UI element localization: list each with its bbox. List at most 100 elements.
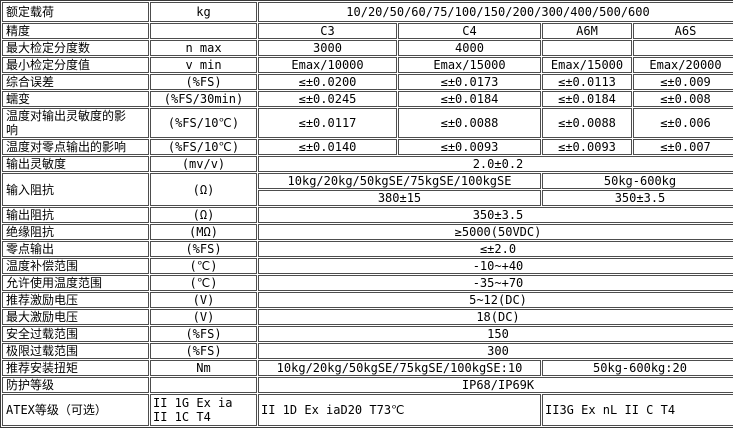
min-interval-a6m: Emax/15000	[542, 57, 632, 73]
ingress-protection-unit	[150, 377, 257, 393]
row-temp-effect-zero: 温度对零点输出的影响 (%FS/10℃) ≤±0.0140 ≤±0.0093 ≤…	[2, 139, 733, 155]
input-impedance-range-large: 50kg-600kg	[542, 173, 733, 189]
combined-error-label: 综合误差	[2, 74, 149, 90]
max-intervals-a6m	[542, 40, 632, 56]
safe-overload-value: 150	[258, 326, 733, 342]
accuracy-class-unit	[150, 23, 257, 39]
row-temp-effect-sensitivity: 温度对输出灵敏度的影响 (%FS/10℃) ≤±0.0117 ≤±0.0088 …	[2, 108, 733, 138]
max-intervals-label: 最大检定分度数	[2, 40, 149, 56]
input-impedance-value-small: 380±15	[258, 190, 541, 206]
insulation-resistance-unit: (MΩ)	[150, 224, 257, 240]
operating-temp-value: -35~+70	[258, 275, 733, 291]
temp-effect-sensitivity-a6m: ≤±0.0088	[542, 108, 632, 138]
max-intervals-a6s	[633, 40, 733, 56]
zero-output-unit: (%FS)	[150, 241, 257, 257]
max-intervals-c4: 4000	[398, 40, 541, 56]
output-sensitivity-unit: (mv/v)	[150, 156, 257, 172]
row-operating-temp-range: 允许使用温度范围 (℃) -35~+70	[2, 275, 733, 291]
row-recommended-excitation: 推荐激励电压 (V) 5~12(DC)	[2, 292, 733, 308]
row-insulation-resistance: 绝缘阻抗 (MΩ) ≥5000(50VDC)	[2, 224, 733, 240]
mounting-torque-label: 推荐安装扭矩	[2, 360, 149, 376]
output-impedance-label: 输出阻抗	[2, 207, 149, 223]
temp-effect-sensitivity-c4: ≤±0.0088	[398, 108, 541, 138]
max-excitation-label: 最大激励电压	[2, 309, 149, 325]
atex-rating-label: ATEX等级（可选）	[2, 394, 149, 426]
mounting-torque-large: 50kg-600kg:20	[542, 360, 733, 376]
combined-error-a6m: ≤±0.0113	[542, 74, 632, 90]
recommended-excitation-label: 推荐激励电压	[2, 292, 149, 308]
accuracy-class-a6m: A6M	[542, 23, 632, 39]
temp-effect-sensitivity-text: 温度对输出灵敏度的影响	[6, 109, 127, 137]
accuracy-class-label: 精度	[2, 23, 149, 39]
input-impedance-range-small: 10kg/20kg/50kgSE/75kgSE/100kgSE	[258, 173, 541, 189]
accuracy-class-c4: C4	[398, 23, 541, 39]
insulation-resistance-value: ≥5000(50VDC)	[258, 224, 733, 240]
row-combined-error: 综合误差 (%FS) ≤±0.0200 ≤±0.0173 ≤±0.0113 ≤±…	[2, 74, 733, 90]
output-sensitivity-label: 输出灵敏度	[2, 156, 149, 172]
temp-effect-zero-c3: ≤±0.0140	[258, 139, 397, 155]
row-min-verification-interval: 最小检定分度值 v min Emax/10000 Emax/15000 Emax…	[2, 57, 733, 73]
temp-effect-zero-a6m: ≤±0.0093	[542, 139, 632, 155]
temp-compensation-value: -10~+40	[258, 258, 733, 274]
input-impedance-label: 输入阻抗	[2, 173, 149, 206]
min-interval-c4: Emax/15000	[398, 57, 541, 73]
max-excitation-unit: (V)	[150, 309, 257, 325]
temp-effect-sensitivity-label: 温度对输出灵敏度的影响	[2, 108, 149, 138]
row-mounting-torque: 推荐安装扭矩 Nm 10kg/20kg/50kgSE/75kgSE/100kgS…	[2, 360, 733, 376]
row-temp-compensation-range: 温度补偿范围 (℃) -10~+40	[2, 258, 733, 274]
row-ingress-protection: 防护等级 IP68/IP69K	[2, 377, 733, 393]
min-interval-a6s: Emax/20000	[633, 57, 733, 73]
accuracy-class-a6s: A6S	[633, 23, 733, 39]
atex-rating-zone2: II3G Ex nL II C T4	[542, 394, 733, 426]
temp-effect-zero-unit: (%FS/10℃)	[150, 139, 257, 155]
max-intervals-unit: n max	[150, 40, 257, 56]
temp-effect-zero-a6s: ≤±0.007	[633, 139, 733, 155]
input-impedance-value-large: 350±3.5	[542, 190, 733, 206]
temp-effect-sensitivity-c3: ≤±0.0117	[258, 108, 397, 138]
operating-temp-label: 允许使用温度范围	[2, 275, 149, 291]
output-impedance-unit: (Ω)	[150, 207, 257, 223]
combined-error-c3: ≤±0.0200	[258, 74, 397, 90]
recommended-excitation-unit: (V)	[150, 292, 257, 308]
rated-capacity-unit: kg	[150, 2, 257, 22]
row-safe-overload: 安全过载范围 (%FS) 150	[2, 326, 733, 342]
creep-label: 蠕变	[2, 91, 149, 107]
rated-capacity-value: 10/20/50/60/75/100/150/200/300/400/500/6…	[258, 2, 733, 22]
safe-overload-unit: (%FS)	[150, 326, 257, 342]
temp-effect-sensitivity-unit: (%FS/10℃)	[150, 108, 257, 138]
row-max-verification-intervals: 最大检定分度数 n max 3000 4000	[2, 40, 733, 56]
min-interval-c3: Emax/10000	[258, 57, 397, 73]
creep-a6m: ≤±0.0184	[542, 91, 632, 107]
row-ultimate-overload: 极限过载范围 (%FS) 300	[2, 343, 733, 359]
operating-temp-unit: (℃)	[150, 275, 257, 291]
recommended-excitation-value: 5~12(DC)	[258, 292, 733, 308]
creep-c4: ≤±0.0184	[398, 91, 541, 107]
mounting-torque-unit: Nm	[150, 360, 257, 376]
max-intervals-c3: 3000	[258, 40, 397, 56]
row-input-impedance-ranges: 输入阻抗 (Ω) 10kg/20kg/50kgSE/75kgSE/100kgSE…	[2, 173, 733, 206]
creep-a6s: ≤±0.008	[633, 91, 733, 107]
ingress-protection-value: IP68/IP69K	[258, 377, 733, 393]
row-atex-rating: ATEX等级（可选） II 1G Ex ia II 1C T4 II 1D Ex…	[2, 394, 733, 426]
atex-rating-dust: II 1D Ex iaD20 T73℃	[258, 394, 541, 426]
row-max-excitation: 最大激励电压 (V) 18(DC)	[2, 309, 733, 325]
temp-compensation-unit: (℃)	[150, 258, 257, 274]
combined-error-unit: (%FS)	[150, 74, 257, 90]
combined-error-a6s: ≤±0.009	[633, 74, 733, 90]
row-accuracy-class: 精度 C3 C4 A6M A6S	[2, 23, 733, 39]
atex-rating-gas: II 1G Ex ia II 1C T4	[150, 394, 257, 426]
temp-compensation-label: 温度补偿范围	[2, 258, 149, 274]
creep-c3: ≤±0.0245	[258, 91, 397, 107]
creep-unit: (%FS/30min)	[150, 91, 257, 107]
insulation-resistance-label: 绝缘阻抗	[2, 224, 149, 240]
rated-capacity-label: 额定载荷	[2, 2, 149, 22]
min-interval-unit: v min	[150, 57, 257, 73]
min-interval-label: 最小检定分度值	[2, 57, 149, 73]
max-excitation-value: 18(DC)	[258, 309, 733, 325]
zero-output-label: 零点输出	[2, 241, 149, 257]
ingress-protection-label: 防护等级	[2, 377, 149, 393]
row-creep: 蠕变 (%FS/30min) ≤±0.0245 ≤±0.0184 ≤±0.018…	[2, 91, 733, 107]
temp-effect-sensitivity-a6s: ≤±0.006	[633, 108, 733, 138]
